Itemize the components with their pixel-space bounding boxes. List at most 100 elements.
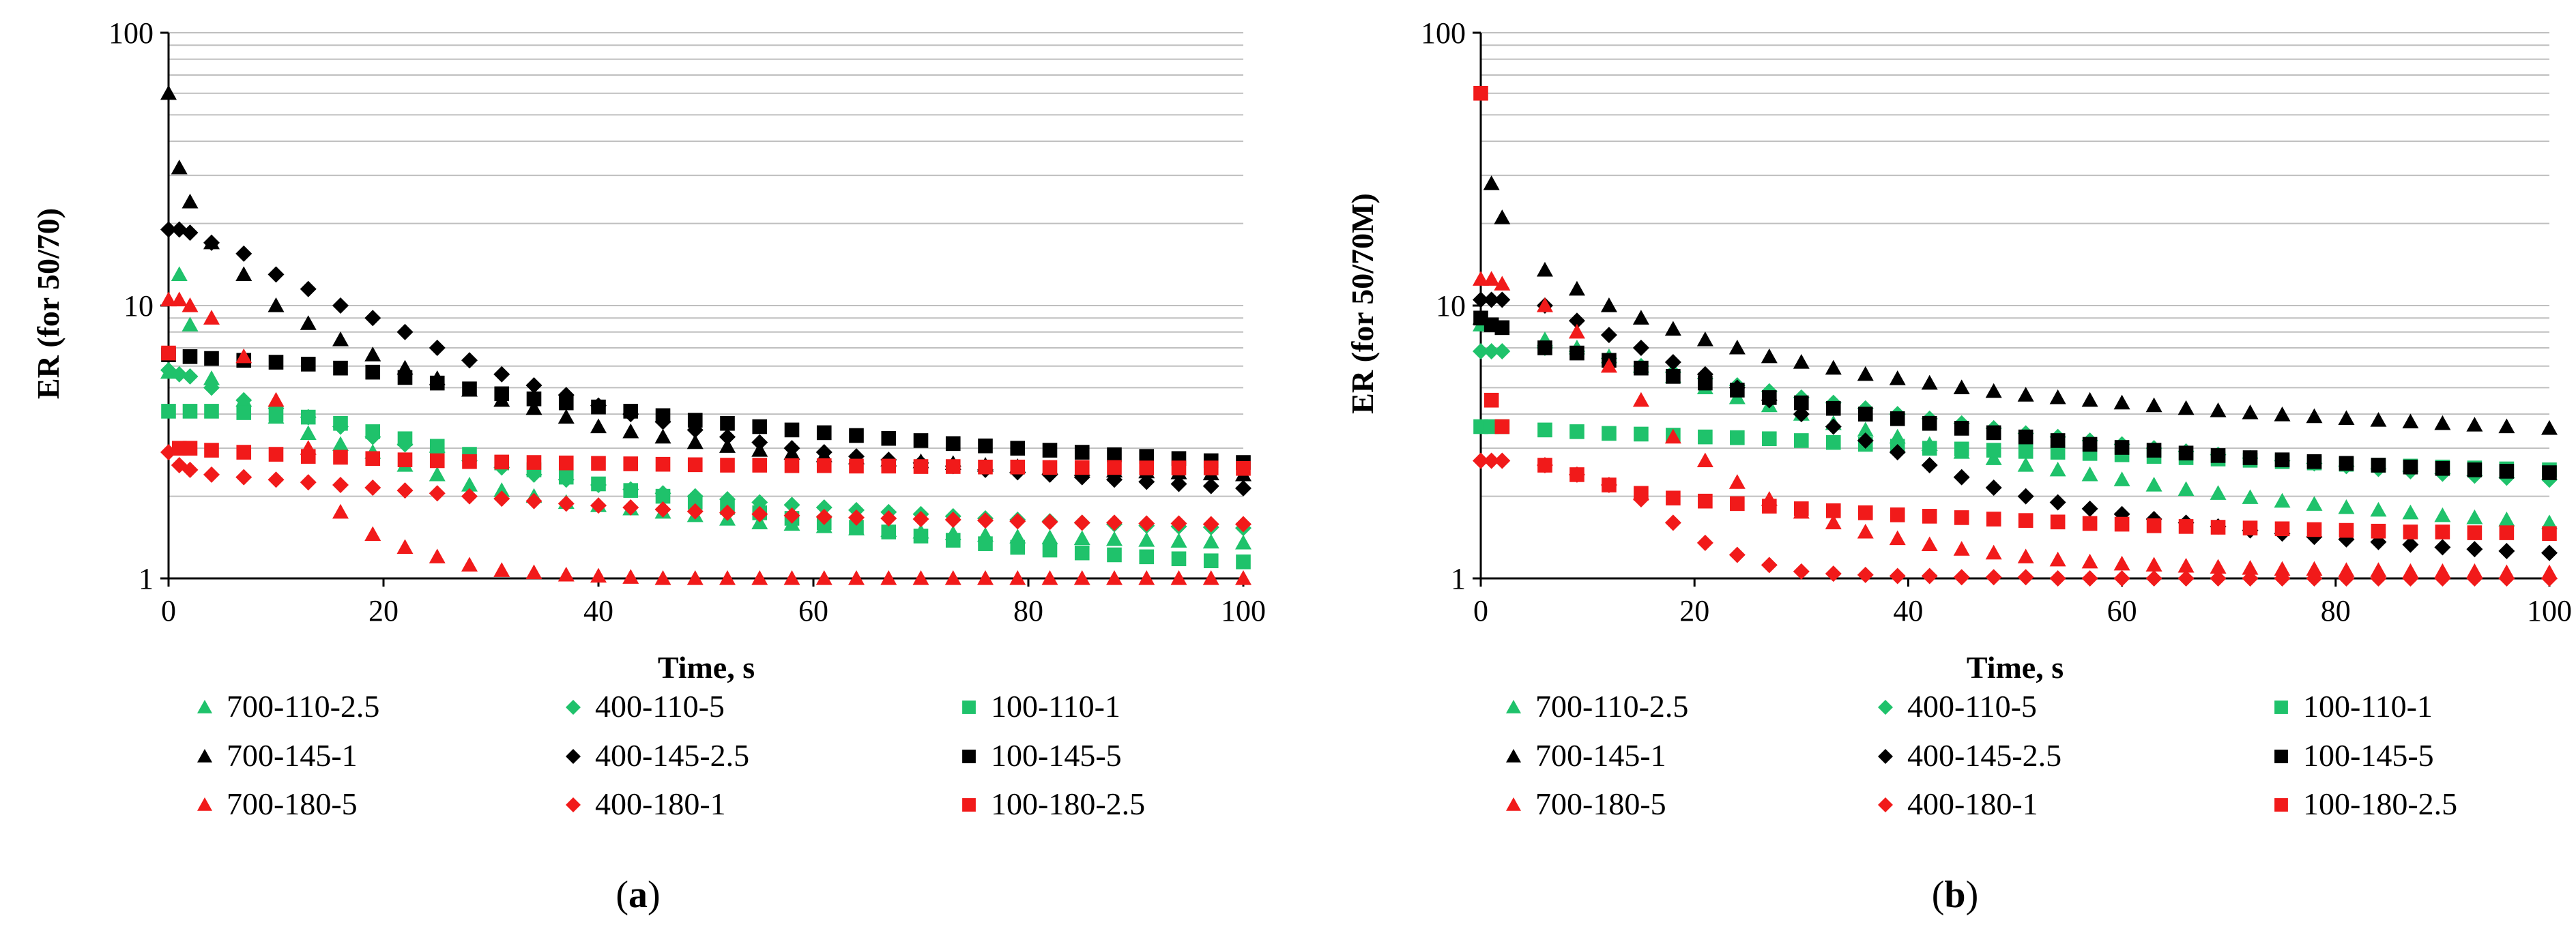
data-point bbox=[2081, 466, 2098, 482]
legend-item: 700-145-1 bbox=[1506, 738, 1666, 773]
data-point bbox=[2114, 440, 2130, 455]
data-point bbox=[2145, 570, 2162, 587]
data-point bbox=[623, 456, 639, 471]
data-point bbox=[1041, 514, 1058, 531]
data-point bbox=[719, 570, 736, 585]
data-point bbox=[2338, 499, 2355, 514]
data-point bbox=[2178, 445, 2194, 461]
data-point bbox=[2370, 501, 2387, 517]
legend-a: 700-110-2.5 400-110-5 100-110-1 700-145-1 40… bbox=[197, 689, 1145, 821]
data-point bbox=[267, 471, 285, 488]
data-point bbox=[849, 520, 864, 535]
data-point bbox=[493, 490, 510, 507]
data-point bbox=[1728, 339, 1746, 355]
data-point bbox=[1728, 474, 1746, 489]
legend-item: 700-180-5 bbox=[197, 786, 358, 821]
data-point bbox=[784, 458, 800, 473]
data-point bbox=[654, 570, 671, 585]
data-point bbox=[182, 224, 199, 241]
data-point bbox=[182, 461, 199, 478]
legend-item: 700-145-1 bbox=[197, 738, 358, 773]
data-point bbox=[2466, 417, 2483, 432]
data-point bbox=[848, 509, 865, 526]
legend-marker-diamond bbox=[566, 797, 581, 812]
data-point bbox=[1857, 523, 1874, 539]
data-point bbox=[2177, 400, 2195, 415]
legend-label: 100-180-2.5 bbox=[2303, 786, 2457, 821]
data-point bbox=[1794, 501, 1809, 516]
data-point bbox=[526, 391, 542, 407]
data-point bbox=[558, 395, 574, 411]
data-point bbox=[2242, 570, 2259, 587]
data-point bbox=[1138, 570, 1155, 585]
data-point bbox=[2435, 460, 2450, 476]
data-point bbox=[558, 409, 575, 424]
data-point bbox=[182, 193, 199, 209]
data-point bbox=[2274, 561, 2291, 576]
legend-label: 400-110-5 bbox=[1907, 689, 2037, 724]
data-point bbox=[429, 466, 446, 482]
data-point bbox=[1473, 271, 1489, 286]
data-point bbox=[1600, 297, 1617, 312]
data-point bbox=[1494, 276, 1511, 291]
data-point bbox=[1494, 209, 1511, 224]
data-point bbox=[2370, 562, 2387, 577]
data-point bbox=[397, 370, 413, 385]
y-tick-label: 100 bbox=[1421, 16, 1466, 50]
data-point bbox=[1664, 321, 1681, 336]
data-point bbox=[1107, 447, 1122, 462]
data-point bbox=[752, 458, 768, 473]
data-point bbox=[1762, 499, 1777, 514]
data-point bbox=[784, 422, 800, 438]
data-point bbox=[1473, 291, 1489, 308]
data-point bbox=[1041, 529, 1058, 544]
legend-label: 700-145-1 bbox=[1535, 738, 1666, 773]
data-point bbox=[1494, 419, 1510, 434]
data-point bbox=[1602, 477, 1617, 492]
data-point bbox=[686, 570, 704, 585]
data-point bbox=[978, 438, 993, 454]
data-point bbox=[945, 459, 961, 474]
data-point bbox=[2339, 522, 2354, 538]
data-point bbox=[1761, 348, 1778, 364]
data-point bbox=[461, 352, 478, 369]
data-point bbox=[1985, 383, 2002, 398]
data-point bbox=[1170, 533, 1187, 548]
data-point bbox=[622, 499, 639, 516]
data-point bbox=[203, 310, 220, 325]
data-point bbox=[880, 510, 897, 527]
data-point bbox=[1139, 449, 1155, 464]
data-point bbox=[236, 405, 252, 420]
x-tick-label: 40 bbox=[1893, 594, 1923, 628]
data-point bbox=[1890, 411, 1905, 426]
data-point bbox=[880, 570, 897, 585]
data-point bbox=[1171, 551, 1187, 567]
x-tick-label: 40 bbox=[583, 594, 613, 628]
y-tick-label: 1 bbox=[1451, 562, 1466, 595]
data-point bbox=[1010, 540, 1026, 555]
data-point bbox=[236, 445, 252, 460]
data-point bbox=[2242, 404, 2259, 419]
data-point bbox=[160, 291, 177, 307]
data-point bbox=[2371, 523, 2386, 539]
data-point bbox=[1666, 369, 1681, 384]
data-point bbox=[2274, 452, 2290, 467]
legend-marker-square bbox=[962, 798, 976, 812]
data-point bbox=[2049, 570, 2066, 587]
data-point bbox=[2210, 402, 2227, 417]
legend-label: 700-110-2.5 bbox=[227, 689, 379, 724]
data-point bbox=[1073, 530, 1090, 546]
series-100-180-2.5 bbox=[1473, 85, 2557, 542]
data-point bbox=[1074, 445, 1090, 460]
data-point bbox=[1494, 320, 1510, 336]
data-point bbox=[1202, 533, 1219, 549]
data-point bbox=[1106, 570, 1123, 585]
data-point bbox=[623, 483, 639, 498]
data-point bbox=[590, 497, 607, 514]
data-point bbox=[1074, 545, 1090, 561]
data-point bbox=[1825, 418, 1842, 435]
data-point bbox=[783, 507, 800, 524]
data-point bbox=[1569, 424, 1584, 439]
legend-label: 400-180-1 bbox=[1907, 786, 2038, 821]
data-point bbox=[1857, 505, 1873, 520]
